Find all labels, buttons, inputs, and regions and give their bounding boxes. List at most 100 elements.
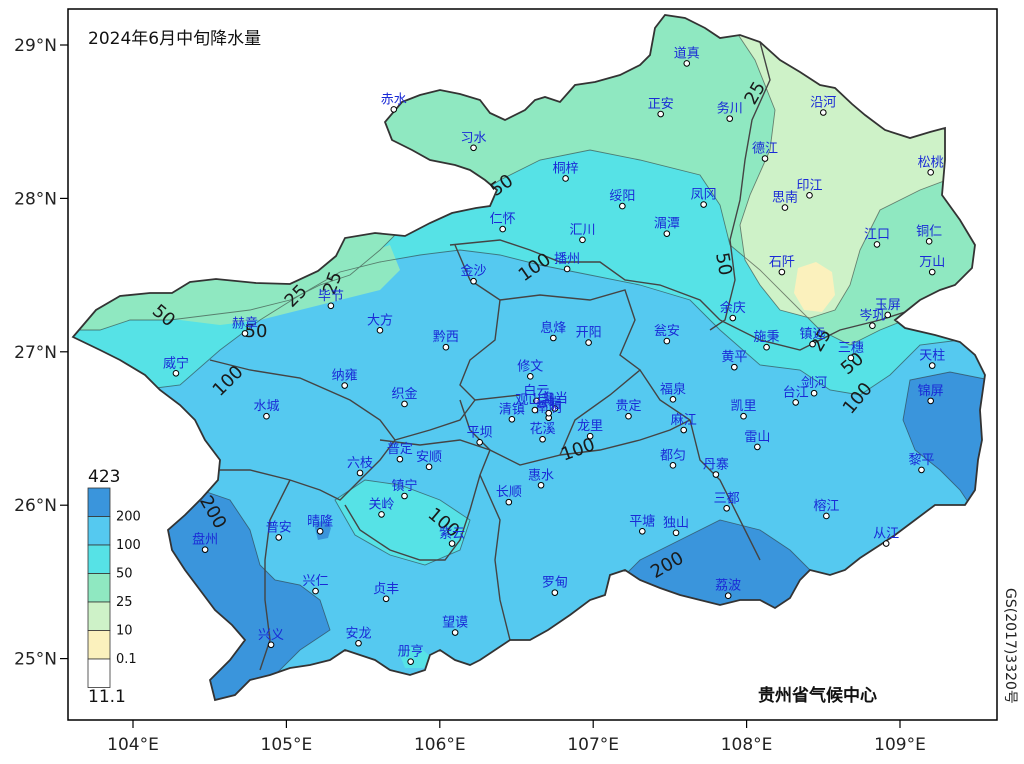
station-marker <box>539 435 546 443</box>
station-marker <box>810 389 818 397</box>
station-label: 龙里 <box>577 419 603 434</box>
station: 台江 <box>783 385 809 406</box>
station: 云岩 <box>536 396 562 417</box>
station: 清镇 <box>499 402 525 423</box>
station-marker <box>700 201 707 208</box>
station-marker <box>778 268 786 276</box>
station-label: 盘州 <box>192 532 218 548</box>
boundary-zunyi-tongren <box>709 41 771 331</box>
station: 天柱 <box>919 349 945 369</box>
station-label: 织金 <box>392 386 418 402</box>
station-label: 平塘 <box>629 513 655 529</box>
station: 平塘 <box>629 513 655 535</box>
station-marker <box>470 277 477 285</box>
y-tick-label: 26°N <box>14 496 57 516</box>
station-label: 务川 <box>717 101 743 117</box>
station-label: 关岭 <box>369 497 395 512</box>
station-marker <box>172 369 180 377</box>
station-marker <box>928 268 936 276</box>
station-label: 云岩 <box>536 396 562 411</box>
station-marker <box>663 230 671 237</box>
station-label: 铜仁 <box>916 224 942 239</box>
station-marker <box>638 527 646 535</box>
station-marker <box>382 595 390 603</box>
boundary-anshun-guiyang <box>394 399 476 441</box>
station-marker <box>401 492 408 500</box>
contour-200-southwest <box>149 479 331 700</box>
station: 罗甸 <box>542 576 568 596</box>
station: 都匀 <box>660 448 686 469</box>
station: 汇川 <box>569 223 595 244</box>
station-label: 印江 <box>796 178 822 193</box>
station-marker <box>527 373 534 380</box>
station-marker <box>726 115 734 122</box>
station-marker <box>683 60 691 67</box>
station-marker <box>470 144 477 152</box>
fill-01-shiqian <box>794 262 835 312</box>
station-label: 丹寨 <box>703 457 729 473</box>
station-marker <box>723 504 730 512</box>
contour-200-east <box>902 371 985 521</box>
station: 湄潭 <box>654 217 680 237</box>
boundary-anshun <box>344 439 491 561</box>
station: 兴仁 <box>303 574 329 595</box>
station-label: 余庆 <box>720 300 746 316</box>
station-label: 晴隆 <box>307 514 333 529</box>
boundary-zunyi-south <box>449 239 721 321</box>
station: 石阡 <box>769 255 795 276</box>
station-marker <box>499 225 506 233</box>
contour-50-north <box>73 149 985 346</box>
contour-label: 50 <box>245 321 268 342</box>
station-marker <box>740 412 747 420</box>
station: 岑巩 <box>859 309 885 330</box>
boundary-qiandongnan <box>719 311 906 351</box>
station: 绥阳 <box>609 189 635 210</box>
station-label: 乌当 <box>542 391 568 407</box>
station-label: 望谟 <box>442 615 468 631</box>
station: 荔波 <box>715 579 741 600</box>
station-marker <box>680 426 688 434</box>
station-marker <box>312 587 319 595</box>
station-marker <box>508 415 516 423</box>
station: 望谟 <box>442 615 468 636</box>
station: 镇宁 <box>392 478 418 500</box>
station-marker <box>672 529 680 537</box>
station-label: 安龙 <box>345 626 371 641</box>
station: 六枝 <box>347 456 373 477</box>
station: 三都 <box>714 491 740 512</box>
station-marker <box>545 409 553 417</box>
station-marker <box>396 455 404 463</box>
station-marker <box>341 382 348 389</box>
station: 兴义 <box>258 628 284 649</box>
station-label: 三都 <box>714 491 740 506</box>
station-label: 施秉 <box>754 329 780 345</box>
x-tick-label: 105°E <box>261 735 313 755</box>
station-label: 南明 <box>536 400 562 416</box>
legend-swatch <box>87 516 111 546</box>
legend-swatch <box>87 544 111 574</box>
station-marker <box>869 322 876 330</box>
y-tick-label: 28°N <box>14 189 57 209</box>
boundary-qiannan-mid <box>559 419 691 456</box>
station-marker <box>376 327 384 334</box>
station-label: 花溪 <box>530 421 556 437</box>
station-label: 普安 <box>266 520 292 535</box>
station: 务川 <box>717 101 743 122</box>
station: 德江 <box>752 142 778 162</box>
station-marker <box>316 527 324 535</box>
station: 仁怀 <box>490 212 516 233</box>
station-marker <box>356 469 364 477</box>
station-marker <box>847 354 855 362</box>
source-credit: 贵州省气候中心 <box>758 685 877 706</box>
station-label: 三穗 <box>838 341 864 356</box>
station-marker <box>537 481 545 489</box>
station-marker <box>925 238 933 245</box>
station: 黄平 <box>721 350 747 371</box>
station: 惠水 <box>528 468 554 489</box>
contour-label: 50 <box>711 251 736 277</box>
station: 习水 <box>461 131 487 152</box>
station-label: 从江 <box>873 527 899 542</box>
station: 松桃 <box>918 155 944 176</box>
boundary-qiannan-west <box>479 474 511 641</box>
station-label: 白云 <box>523 383 549 399</box>
